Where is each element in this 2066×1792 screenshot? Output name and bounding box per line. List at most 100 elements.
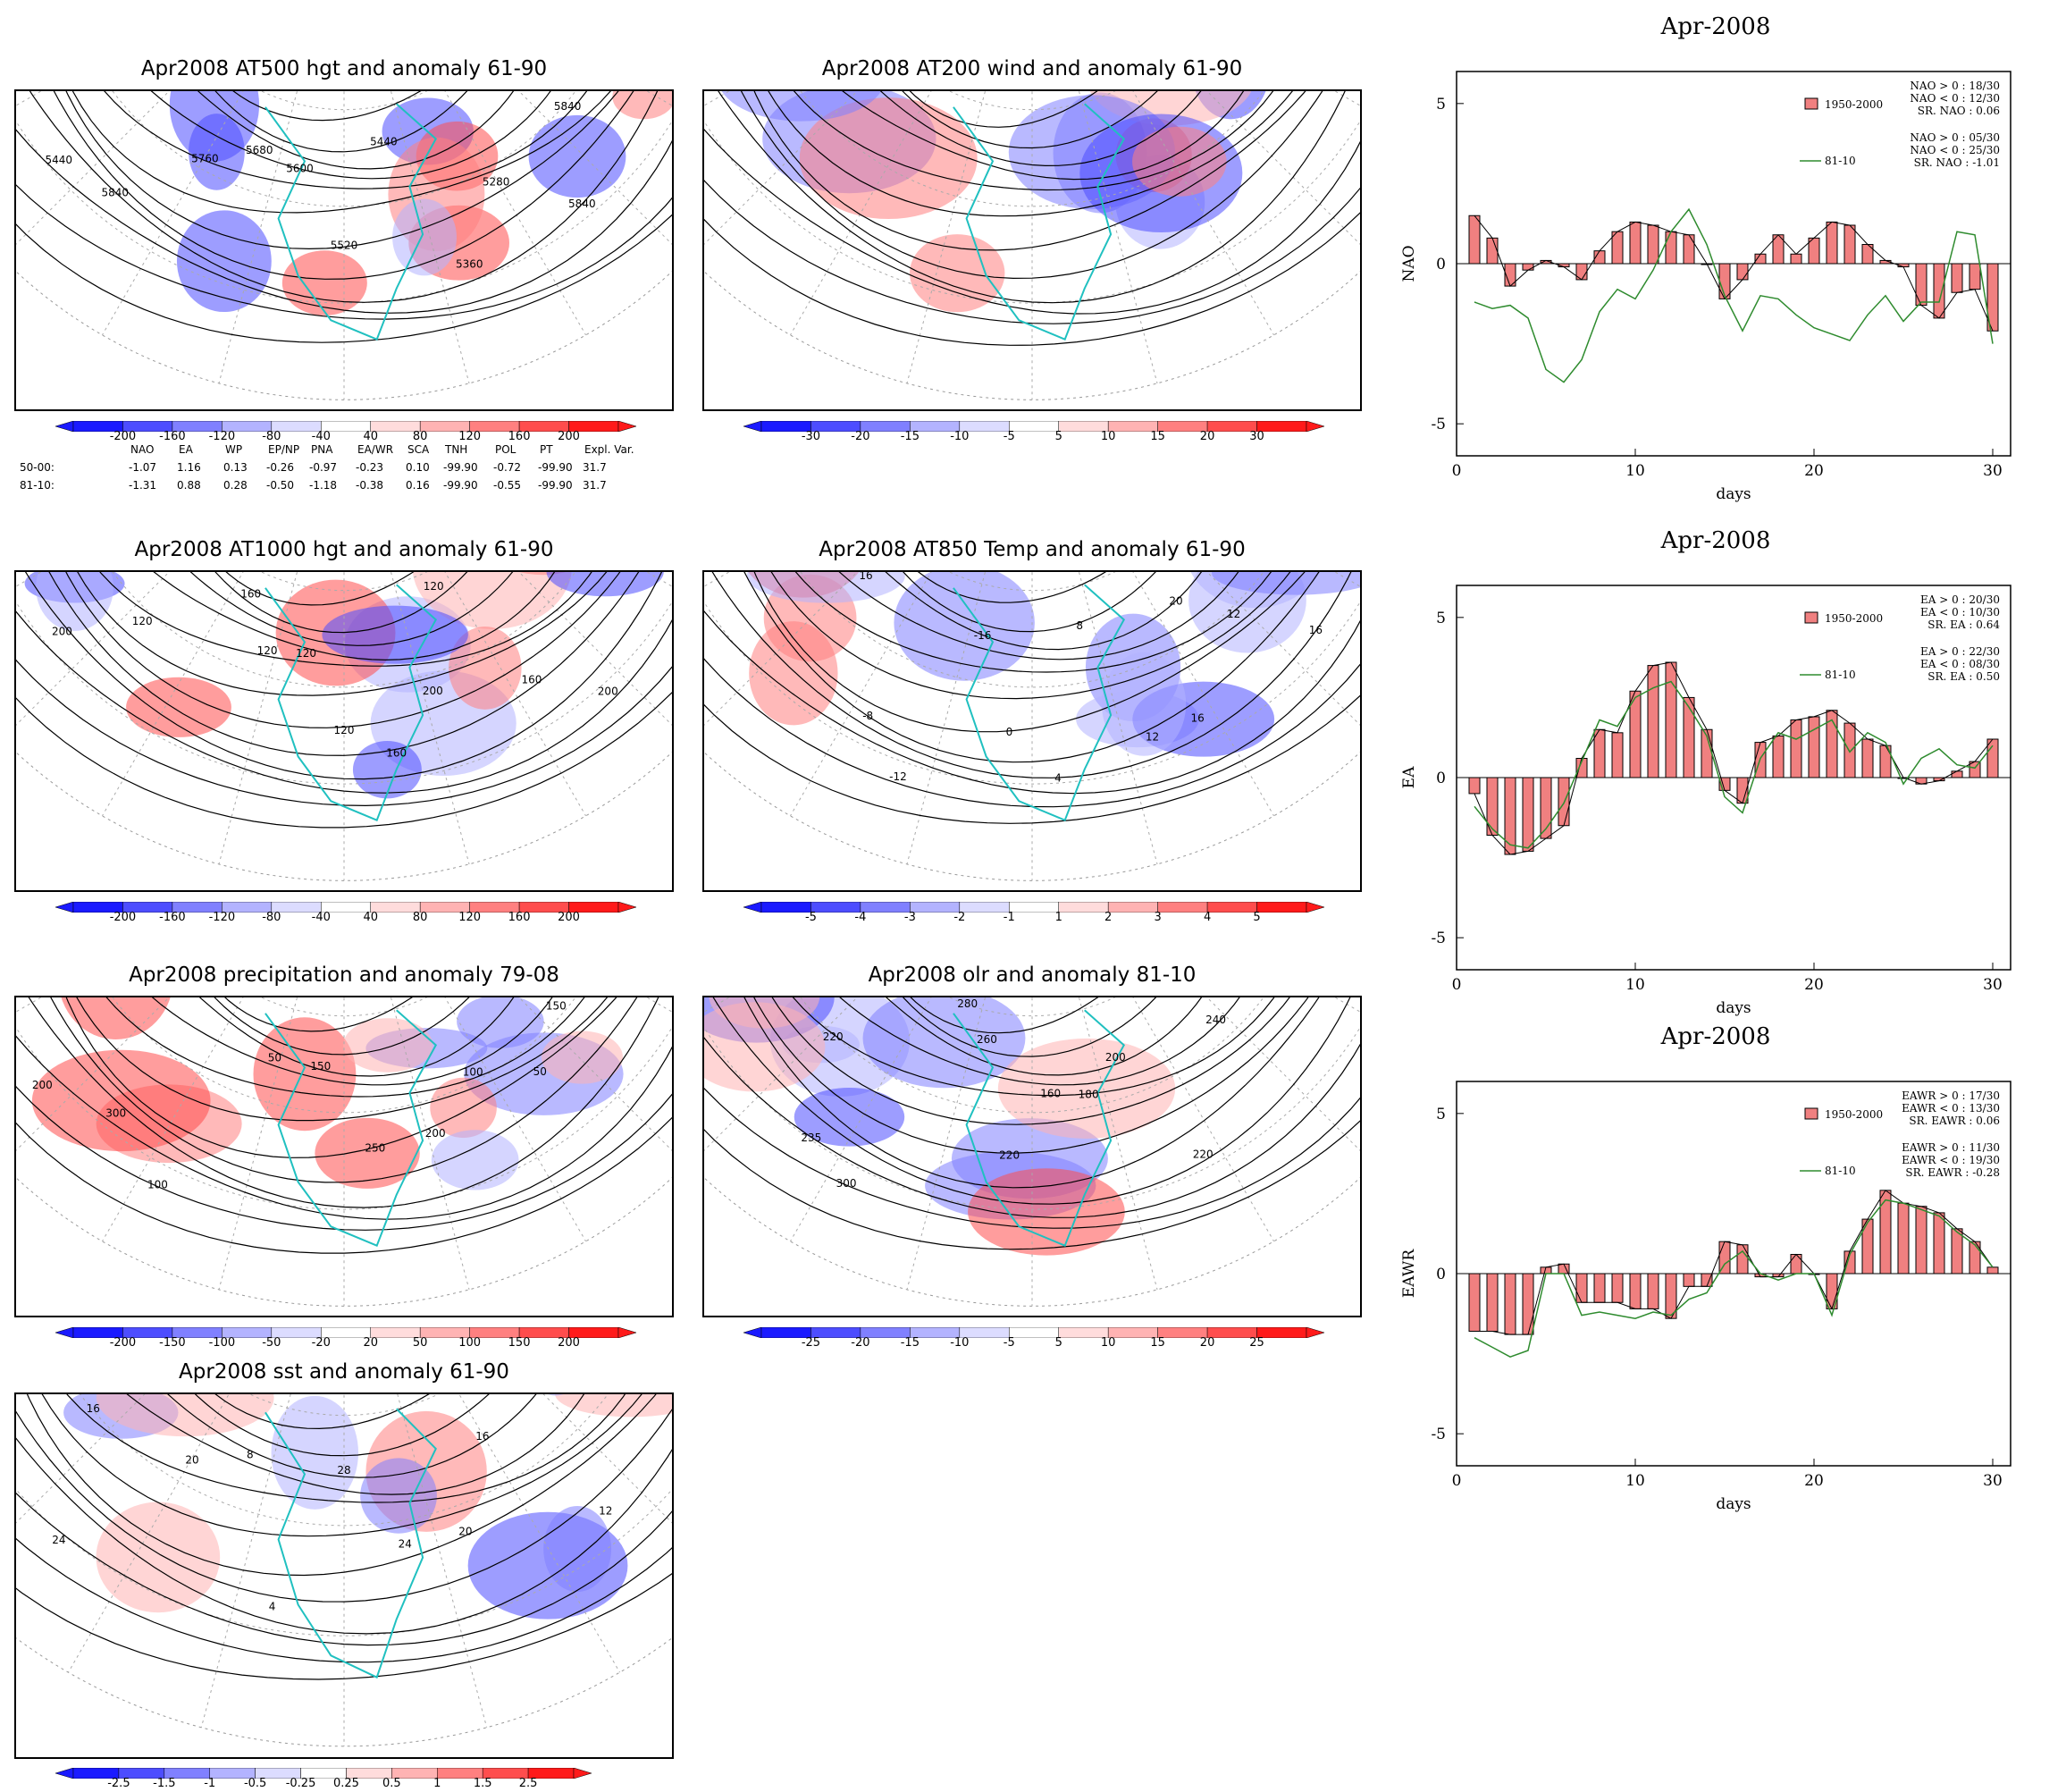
contour-label: 16	[1190, 712, 1204, 725]
colorbar-label: 50	[412, 1336, 428, 1350]
colorbar-label: 40	[363, 911, 378, 924]
contour-line	[711, 572, 1352, 778]
anomaly-shading	[862, 997, 1026, 1089]
map-title: Apr2008 AT500 hgt and anomaly 61-90	[140, 57, 548, 80]
contour-line	[885, 572, 1203, 651]
longitude-gridline	[16, 572, 170, 726]
anomaly-shading	[281, 250, 367, 315]
table-cell: -99.90	[538, 479, 573, 492]
anomaly-shading	[1101, 652, 1187, 756]
longitude-gridline	[906, 91, 987, 384]
bar	[1522, 1273, 1534, 1335]
bar	[1736, 1244, 1749, 1275]
bar-series-line	[1474, 1190, 1994, 1335]
contour-line	[842, 91, 1245, 181]
bar-series-line	[1474, 215, 1994, 332]
contour-line	[712, 997, 1351, 1205]
bar	[1986, 263, 1999, 332]
stats-text: NAO < 0 : 25/30	[1910, 144, 2000, 156]
colorbar-label: -1.5	[153, 1777, 176, 1790]
contour-line	[704, 1088, 1360, 1229]
bar	[1468, 777, 1481, 795]
stats-text: EAWR > 0 : 11/30	[1902, 1141, 2000, 1154]
contour-line	[16, 1409, 672, 1603]
bar	[1808, 716, 1820, 778]
bar	[1647, 665, 1659, 778]
stats-text: EA < 0 : 10/30	[1920, 606, 2000, 618]
colorbar-label: -2.5	[107, 1777, 130, 1790]
contour-line	[194, 1394, 490, 1457]
longitude-gridline	[444, 997, 586, 1242]
longitude-gridline	[1078, 997, 1158, 1291]
x-tick-label: 0	[1452, 1472, 1462, 1490]
anomaly-shading	[189, 114, 245, 190]
anomaly-shading	[315, 1117, 420, 1189]
anomaly-shading	[910, 234, 1005, 313]
table-cell: -0.72	[493, 461, 522, 474]
line-series	[1474, 207, 1994, 383]
contour-line	[214, 572, 468, 634]
contour-label: 240	[1205, 1014, 1226, 1026]
bar	[1629, 221, 1642, 265]
anomaly-shading	[704, 1002, 826, 1092]
contour-label: 100	[463, 1065, 483, 1078]
contour-label: 5680	[246, 144, 273, 156]
longitude-gridline	[1206, 91, 1360, 245]
colorbar-label: -200	[109, 1336, 137, 1350]
contour-label: 120	[424, 580, 444, 593]
contour-label: 220	[999, 1148, 1020, 1161]
contour-line	[99, 572, 592, 667]
x-axis-label: days	[1716, 485, 1751, 503]
contour-line	[232, 91, 422, 122]
longitude-gridline	[1132, 572, 1274, 817]
longitude-gridline	[397, 1394, 488, 1728]
contour-line	[793, 91, 1274, 191]
map-plot	[704, 91, 1360, 400]
coastline	[265, 1009, 438, 1247]
bar	[1772, 735, 1785, 778]
y-tick-label: -5	[1431, 930, 1446, 947]
contour-line	[704, 1037, 1360, 1218]
x-tick-label: 0	[1452, 976, 1462, 994]
stats-text: SR. EA : 0.64	[1927, 618, 2000, 631]
bar	[1611, 1273, 1624, 1303]
map-title: Apr2008 AT200 wind and anomaly 61-90	[821, 57, 1243, 80]
bar	[1647, 224, 1659, 265]
bar	[1718, 263, 1731, 299]
colorbar-label: -5	[1003, 1336, 1015, 1350]
longitude-gridline	[102, 91, 244, 336]
map-at500: 5840 5840 5280 5360 5440 5520 5600 5680 5760 5840…	[14, 89, 674, 411]
colorbar: -2.5 -1.5 -1 -0.5 -0.25 0.25 0.5 1 1.5 2.5	[55, 1765, 592, 1792]
contour-label: 260	[977, 1033, 997, 1046]
longitude-gridline	[1206, 572, 1360, 726]
contour-label: 5440	[370, 136, 398, 148]
contour-label: 100	[147, 1178, 168, 1190]
contour-line	[150, 91, 551, 180]
contour-line	[16, 1116, 672, 1254]
colorbar-label: -40	[311, 430, 331, 443]
contour-line	[903, 572, 1156, 633]
contour-line	[704, 694, 1360, 824]
colorbar: -5 -4 -3 -2 -1 1 2 3 4 5	[743, 899, 1325, 926]
colorbar-label: -30	[801, 430, 821, 443]
colorbar-label: -160	[159, 911, 186, 924]
map-precip: 150 50 100 200 250 150 50 100 300 200	[14, 996, 674, 1317]
table-header-cell: NAO	[130, 443, 155, 456]
contour-label: 200	[1105, 1051, 1126, 1064]
contour-label: 220	[1193, 1148, 1214, 1160]
anomaly-shading	[96, 1502, 221, 1613]
bar	[1611, 231, 1624, 265]
contour-line	[105, 997, 585, 1098]
colorbar-label: 0.5	[382, 1777, 401, 1790]
contour-label: 8	[1076, 619, 1083, 632]
table-cell: 31.7	[583, 479, 607, 492]
longitude-gridline	[218, 572, 298, 865]
contour-line	[16, 659, 672, 807]
bar	[1647, 1273, 1659, 1309]
stats-text: EAWR < 0 : 19/30	[1902, 1154, 2000, 1166]
anomaly-shading	[36, 572, 113, 631]
longitude-gridline	[790, 572, 932, 817]
anomaly-shading	[528, 114, 626, 198]
colorbar-swatch	[860, 901, 911, 913]
